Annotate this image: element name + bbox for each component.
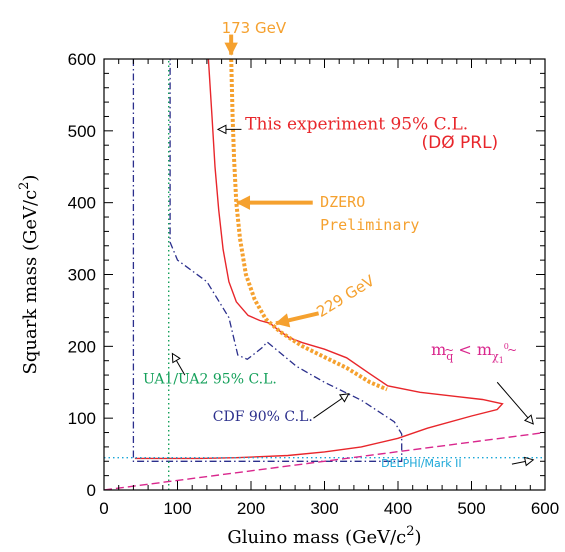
arrow-173-gev-head [224, 42, 238, 56]
series-this-experiment [134, 59, 504, 460]
annotations: 173 GeV This experiment 95% C.L.(DØ PRL) D… [143, 19, 535, 470]
y-tick-label: 600 [68, 50, 96, 69]
label-preliminary: Preliminary [320, 216, 419, 234]
y-tick-label: 400 [68, 194, 96, 213]
label-173-gev: 173 GeV [222, 19, 287, 37]
label-d0-prl: (DØ PRL) [422, 133, 499, 153]
arrow-229-gev-head [274, 313, 291, 328]
label-229-gev: 229 GeV [313, 271, 378, 321]
plot-area [104, 59, 545, 490]
y-tick-label: 100 [68, 409, 96, 428]
label-ua1-ua2: UA1/UA2 95% C.L. [143, 372, 277, 388]
label-cdf: CDF 90% C.L. [213, 409, 313, 425]
axes: 0 100 200 300 400 500 600 0 100 200 300 400 500 600 Gl… [17, 50, 559, 548]
series-mq-less [104, 431, 545, 490]
arrow-ua-head [171, 352, 181, 364]
label-this-experiment: This experiment 95% C.L. [245, 114, 468, 134]
y-tick-label: 500 [68, 122, 96, 141]
y-tick-label: 300 [68, 266, 96, 285]
x-tick-label: 400 [384, 499, 412, 518]
y-tick-label: 0 [87, 481, 96, 500]
arrow-mass-condition-head [523, 414, 534, 425]
x-tick-label: 300 [310, 499, 338, 518]
tilde-neutralino: ~ [507, 343, 517, 357]
y-axis-title: Squark mass (GeV/c2) [17, 175, 41, 375]
arrow-mass-condition [496, 381, 534, 425]
arrow-cdf-head [338, 393, 350, 403]
label-mass-condition: mq < mχ10 [431, 340, 509, 365]
label-dzero: DZERO [320, 193, 365, 211]
arrow-dzero-head [235, 195, 251, 210]
x-tick-label: 100 [163, 499, 191, 518]
x-tick-label: 600 [531, 499, 559, 518]
series-dzero-preliminary [229, 59, 388, 392]
arrow-this-experiment-head [216, 124, 227, 135]
x-tick-label: 200 [237, 499, 265, 518]
y-tick-label: 200 [68, 337, 96, 356]
x-tick-label: 0 [99, 499, 108, 518]
x-axis-title: Gluino mass (GeV/c2) [227, 524, 421, 548]
arrow-delphi-head [523, 456, 535, 467]
x-tick-label: 500 [457, 499, 485, 518]
series-cdf [132, 59, 403, 462]
tilde-squark: ~ [444, 343, 454, 357]
label-delphi-mark-ii: DELPHI/Mark II [381, 457, 462, 470]
